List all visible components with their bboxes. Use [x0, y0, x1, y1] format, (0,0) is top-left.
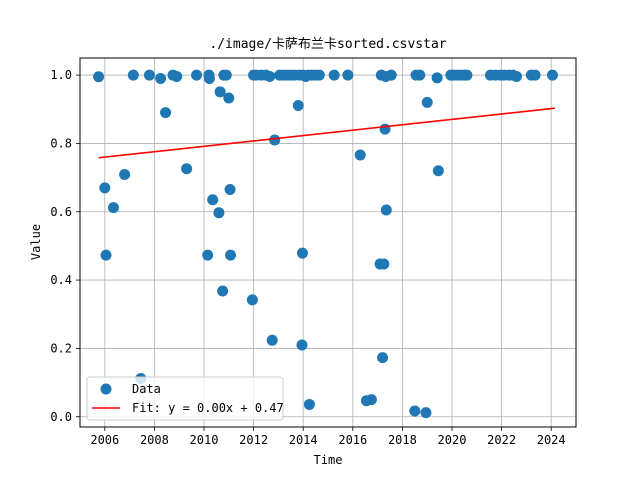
data-point [171, 70, 183, 82]
x-tick-label: 2012 [239, 433, 268, 447]
data-point [202, 249, 214, 261]
data-point [213, 207, 225, 219]
data-point [246, 294, 258, 306]
x-tick-label: 2014 [289, 433, 318, 447]
x-tick-label: 2006 [90, 433, 119, 447]
data-point [214, 86, 226, 98]
data-point [155, 73, 167, 84]
data-point [409, 405, 421, 417]
legend: Data Fit: y = 0.00x + 0.47 [86, 376, 284, 421]
legend-data-label: Data [132, 382, 161, 396]
legend-data-marker [100, 383, 112, 395]
data-point [107, 202, 119, 214]
data-point [181, 163, 193, 175]
data-point [224, 184, 236, 196]
fit-line [98, 107, 556, 159]
data-points [93, 69, 558, 419]
data-point [546, 69, 558, 81]
x-tick-label: 2024 [537, 433, 566, 447]
data-point [292, 99, 304, 111]
y-tick-label: 0.0 [50, 410, 72, 424]
x-tick-label: 2020 [438, 433, 467, 447]
data-point [223, 92, 235, 104]
data-point [217, 285, 229, 297]
data-point [119, 169, 131, 181]
data-point [379, 123, 391, 135]
data-point [420, 407, 432, 419]
data-point [303, 398, 315, 410]
data-point [127, 69, 139, 81]
data-point [100, 249, 112, 261]
data-point [510, 70, 522, 82]
x-tick-label: 2018 [388, 433, 417, 447]
data-point [296, 247, 308, 259]
y-axis-label: Value [29, 224, 43, 260]
chart-title: ./image/卡萨布兰卡sorted.csvstar [209, 37, 446, 52]
legend-fit-label: Fit: y = 0.00x + 0.47 [132, 401, 284, 415]
y-tick-label: 1.0 [50, 68, 72, 82]
data-point [421, 96, 433, 108]
plot-frame [79, 57, 577, 428]
data-point [432, 165, 444, 177]
data-point [269, 134, 281, 146]
x-axis-label: Time [314, 453, 343, 467]
data-point [220, 69, 232, 81]
data-point [264, 70, 276, 82]
data-point [378, 258, 390, 270]
data-point [143, 69, 155, 81]
data-point [266, 334, 278, 346]
data-point [354, 149, 366, 161]
data-point [160, 107, 172, 119]
y-tick-label: 0.6 [50, 205, 72, 219]
data-point [296, 339, 308, 351]
data-point [313, 69, 325, 81]
data-point [342, 69, 354, 81]
data-point [207, 194, 219, 206]
x-tick-label: 2008 [140, 433, 169, 447]
legend-box [86, 376, 284, 421]
x-tick-label: 2016 [338, 433, 367, 447]
y-axis-ticks: 0.0 0.2 0.4 0.6 0.8 1.0 [50, 68, 80, 424]
y-tick-label: 0.8 [50, 136, 72, 150]
data-point [365, 394, 377, 406]
data-point [99, 182, 111, 194]
data-point [203, 73, 215, 84]
data-point [93, 71, 105, 83]
x-axis-ticks: 2006 2008 2010 2012 2014 2016 2018 2020 2022 2024 [90, 427, 566, 447]
x-tick-label: 2022 [487, 433, 516, 447]
data-point [385, 69, 397, 81]
data-point [377, 352, 389, 364]
x-tick-label: 2010 [190, 433, 219, 447]
data-point [414, 69, 426, 81]
y-tick-label: 0.2 [50, 341, 72, 355]
data-point [529, 69, 541, 81]
data-point [328, 69, 340, 81]
data-point [225, 249, 237, 261]
y-tick-label: 0.4 [50, 273, 72, 287]
data-point [380, 204, 392, 216]
data-point [431, 72, 443, 84]
fit-line-layer [98, 107, 556, 159]
data-point [461, 69, 473, 81]
data-point [191, 69, 203, 81]
